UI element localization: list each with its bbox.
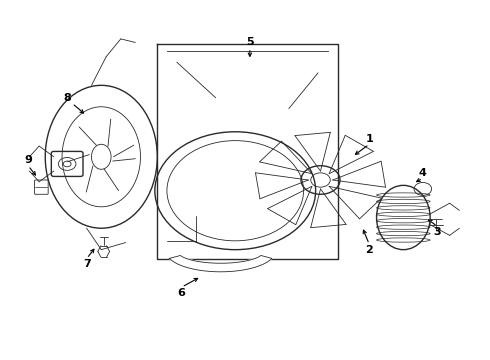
Text: 2: 2 xyxy=(366,245,373,255)
Text: 5: 5 xyxy=(246,37,254,48)
Polygon shape xyxy=(170,256,272,272)
Text: 9: 9 xyxy=(24,156,32,165)
Text: 3: 3 xyxy=(434,227,441,237)
Text: 8: 8 xyxy=(63,93,71,103)
Text: 4: 4 xyxy=(419,168,427,178)
Text: 6: 6 xyxy=(178,288,186,297)
Text: 1: 1 xyxy=(366,134,373,144)
Text: 7: 7 xyxy=(83,259,91,269)
